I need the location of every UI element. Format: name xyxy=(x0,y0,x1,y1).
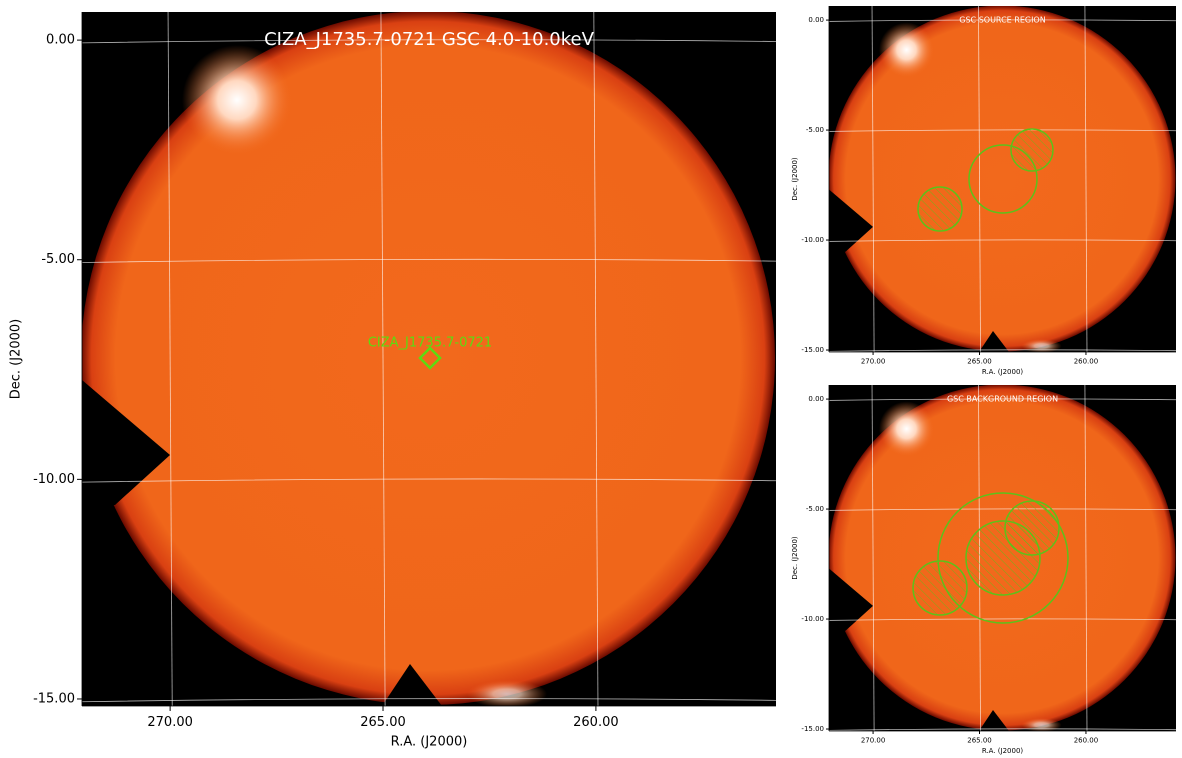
y-tick-label: 0.00 xyxy=(808,395,824,403)
grid-line xyxy=(82,39,776,44)
x-tick-label: 260.00 xyxy=(1074,357,1099,365)
source-label: CIZA_J1735.7-0721 xyxy=(368,336,492,351)
x-tick-label: 265.00 xyxy=(967,357,992,365)
x-tick-label: 265.00 xyxy=(967,736,992,744)
grid xyxy=(82,12,776,706)
grid-line xyxy=(593,12,599,706)
source-marker: CIZA_J1735.7-0721 xyxy=(368,336,492,370)
grid-line xyxy=(829,728,1176,731)
grid-line xyxy=(871,385,875,731)
x-tick-label: 270.00 xyxy=(861,357,886,365)
grid-line xyxy=(829,618,1176,621)
y-tick-label: 0.00 xyxy=(808,16,824,24)
y-tick-label: -10.00 xyxy=(801,236,824,244)
grid-line xyxy=(1084,385,1088,731)
x-axis-label: R.A. (J2000) xyxy=(391,735,468,750)
background-regions xyxy=(912,492,1069,624)
panel-title: GSC BACKGROUND REGION xyxy=(947,395,1058,404)
x-axis-label: R.A. (J2000) xyxy=(982,747,1024,755)
grid xyxy=(829,385,1176,731)
y-tick-label: -5.00 xyxy=(806,505,824,513)
grid-line xyxy=(829,239,1176,242)
grid-line xyxy=(829,349,1176,352)
grid-line xyxy=(82,258,776,263)
grid-line xyxy=(829,19,1176,22)
grid-line xyxy=(1084,6,1088,352)
sky-image xyxy=(829,6,1176,352)
grid-line xyxy=(167,12,173,706)
y-axis-label: Dec. (J2000) xyxy=(791,157,799,201)
panel-title: CIZA_J1735.7-0721 GSC 4.0-10.0keV xyxy=(264,29,595,50)
grid-line xyxy=(82,698,776,703)
y-tick-label: -5.00 xyxy=(41,252,75,267)
grid-line xyxy=(82,478,776,483)
grids xyxy=(82,6,1176,731)
grid xyxy=(829,6,1176,352)
grid-line xyxy=(978,6,981,352)
y-tick-label: 0.00 xyxy=(46,33,75,48)
labels: 0.00 -5.00 -10.00 -15.00 270.00 265.00 260.00 C… xyxy=(9,6,1176,755)
grid-line xyxy=(380,12,386,706)
grid-line xyxy=(829,129,1176,132)
y-tick-label: -5.00 xyxy=(806,126,824,134)
grid-line xyxy=(871,6,875,352)
x-tick-label: 260.00 xyxy=(573,715,619,730)
x-tick-label: 270.00 xyxy=(861,736,886,744)
x-tick-label: 265.00 xyxy=(360,715,406,730)
x-axis-label: R.A. (J2000) xyxy=(982,368,1024,376)
grid-line xyxy=(829,398,1176,401)
sky-image xyxy=(82,12,776,706)
x-tick-label: 270.00 xyxy=(147,715,193,730)
y-tick-label: -15.00 xyxy=(801,725,824,733)
y-tick-label: -15.00 xyxy=(801,346,824,354)
panel-title: GSC SOURCE REGION xyxy=(959,16,1045,25)
y-tick-label: -10.00 xyxy=(33,472,75,487)
grid-line xyxy=(829,508,1176,511)
y-axis-label: Dec. (J2000) xyxy=(9,319,24,399)
y-tick-label: -10.00 xyxy=(801,615,824,623)
y-tick-label: -15.00 xyxy=(33,691,75,706)
y-axis-label: Dec. (J2000) xyxy=(791,536,799,580)
x-tick-label: 260.00 xyxy=(1074,736,1099,744)
source-regions xyxy=(917,128,1054,232)
